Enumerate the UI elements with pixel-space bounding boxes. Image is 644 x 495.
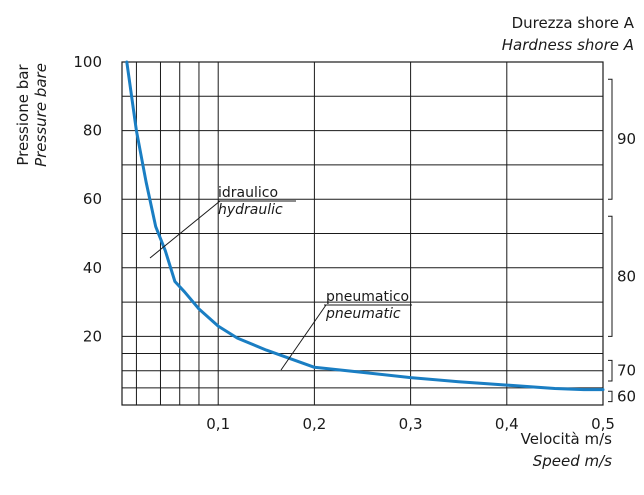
y-tick-label: 20 <box>83 327 102 345</box>
annotation-pneumatic: pneumatico pneumatic <box>280 289 412 371</box>
secondary-axis-label-en: Hardness shore A <box>502 36 634 54</box>
hardness-band-label: 70 <box>617 362 636 380</box>
grid <box>122 62 603 405</box>
hardness-bands: 90 80 70 60 <box>608 78 636 405</box>
annotation-hydraulic-label: idraulico <box>218 185 278 201</box>
x-tick-label: 0,2 <box>302 415 326 433</box>
hardness-band-label: 90 <box>617 130 636 148</box>
y-tick-label: 40 <box>83 259 102 277</box>
plot-border <box>121 61 604 406</box>
x-axis-label-en: Speed m/s <box>533 452 612 470</box>
x-axis-label: Velocità m/s <box>521 430 613 448</box>
x-tick-label: 0,4 <box>495 415 519 433</box>
hardness-band-label: 60 <box>617 387 636 405</box>
x-tick-label: 0,3 <box>399 415 423 433</box>
y-tick-label: 80 <box>83 122 102 140</box>
secondary-axis-label: Durezza shore A <box>512 14 635 32</box>
x-tick-labels: 0,1 0,2 0,3 0,4 0,5 <box>206 415 615 433</box>
x-tick-label: 0,5 <box>591 415 615 433</box>
hardness-band-bracket <box>608 215 613 337</box>
hardness-band-bracket <box>608 359 613 382</box>
series-line-speed-pressure <box>125 60 605 392</box>
y-tick-label: 60 <box>83 190 102 208</box>
plot-frame <box>121 61 604 406</box>
annotation-hydraulic-label-en: hydraulic <box>218 202 283 218</box>
y-tick-label: 100 <box>73 53 102 71</box>
hardness-band-label: 80 <box>617 267 636 285</box>
annotation-hydraulic: idraulico hydraulic <box>149 185 296 259</box>
annotation-pneumatic-label: pneumatico <box>326 289 409 305</box>
y-tick-labels: 20 40 60 80 100 <box>73 53 102 345</box>
hardness-band-bracket <box>608 78 613 200</box>
y-axis-label-en: Pressure bare <box>32 63 50 167</box>
annotation-pneumatic-label-en: pneumatic <box>325 306 401 322</box>
x-tick-label: 0,1 <box>206 415 230 433</box>
hardness-band-bracket <box>608 390 613 403</box>
y-axis-label: Pressione bar <box>14 64 32 166</box>
